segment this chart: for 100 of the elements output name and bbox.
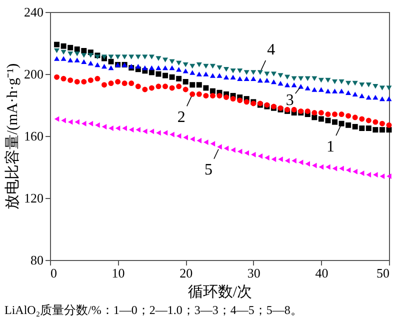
point (190, 136, 195, 142)
point (108, 126, 114, 131)
point (244, 99, 250, 105)
point (54, 56, 60, 61)
y-tick-label: 240 (24, 4, 44, 20)
point (352, 114, 358, 120)
point (264, 72, 270, 76)
point (196, 62, 202, 68)
point (366, 172, 372, 178)
point (156, 56, 162, 61)
y-tick-label: 120 (24, 190, 44, 206)
point (182, 79, 188, 84)
point (325, 118, 331, 124)
point (292, 158, 296, 164)
point (182, 62, 188, 68)
point (142, 86, 148, 92)
point (216, 73, 222, 78)
point (318, 87, 324, 92)
point (60, 50, 66, 55)
text: LiAlO₂质量分数/%：1—0；2—1.0；3—3；4—5；5—8。 (4, 303, 302, 317)
point (230, 147, 236, 153)
y-tick-label: 160 (24, 128, 44, 144)
point (312, 76, 318, 82)
point (210, 92, 216, 98)
point (386, 122, 392, 128)
point (54, 42, 60, 48)
point (298, 76, 304, 82)
point (68, 44, 74, 50)
point (81, 53, 87, 58)
x-tick-label: 0 (50, 266, 57, 280)
point (68, 77, 74, 83)
point (94, 76, 100, 82)
point (217, 144, 222, 150)
point (366, 82, 372, 88)
point (54, 116, 60, 122)
point (278, 156, 283, 162)
point (115, 54, 121, 60)
point (257, 70, 263, 75)
point (148, 65, 154, 70)
point (128, 80, 134, 86)
point (196, 82, 202, 88)
point (352, 124, 358, 130)
annotation: 1 (326, 138, 335, 156)
point (291, 106, 297, 112)
point (244, 70, 250, 75)
point (82, 120, 86, 126)
point (60, 76, 66, 82)
point (190, 70, 196, 75)
point (210, 88, 216, 94)
point (250, 76, 256, 82)
x-tick-label: 20 (180, 266, 193, 280)
point (380, 174, 385, 180)
point (352, 80, 358, 86)
y-axis-title: 放电比容量/(mA·h·g⁻¹) (4, 63, 21, 210)
point (338, 120, 344, 126)
annotation: 2 (177, 108, 186, 126)
point (318, 164, 324, 170)
point (142, 65, 148, 70)
point (230, 96, 236, 102)
point (237, 68, 243, 74)
point (102, 82, 107, 88)
point (128, 127, 134, 133)
point (332, 112, 338, 118)
point (304, 86, 310, 90)
point (366, 118, 372, 124)
point (312, 87, 318, 92)
point (190, 91, 196, 97)
point (216, 92, 222, 98)
point (68, 51, 74, 56)
point (325, 112, 331, 118)
point (182, 86, 188, 92)
x-axis-title: 循环数/次 (188, 284, 252, 300)
point (60, 56, 66, 61)
point (379, 96, 385, 102)
point (162, 72, 168, 78)
point (271, 156, 276, 162)
point (122, 80, 128, 86)
point (115, 79, 121, 84)
point (332, 166, 338, 172)
point (379, 86, 385, 90)
point (149, 128, 154, 134)
point (210, 73, 216, 78)
point (135, 84, 141, 90)
point (230, 68, 236, 74)
point (61, 118, 66, 124)
point (224, 146, 229, 152)
point (359, 82, 365, 88)
point (366, 94, 372, 100)
point (312, 110, 318, 116)
point (88, 53, 94, 58)
point (88, 120, 94, 126)
point (305, 161, 310, 167)
point (176, 60, 182, 66)
point (190, 64, 196, 69)
point (88, 77, 94, 83)
point (148, 54, 154, 60)
point (74, 46, 80, 52)
point (74, 58, 80, 62)
point (291, 82, 297, 88)
point (224, 94, 230, 100)
